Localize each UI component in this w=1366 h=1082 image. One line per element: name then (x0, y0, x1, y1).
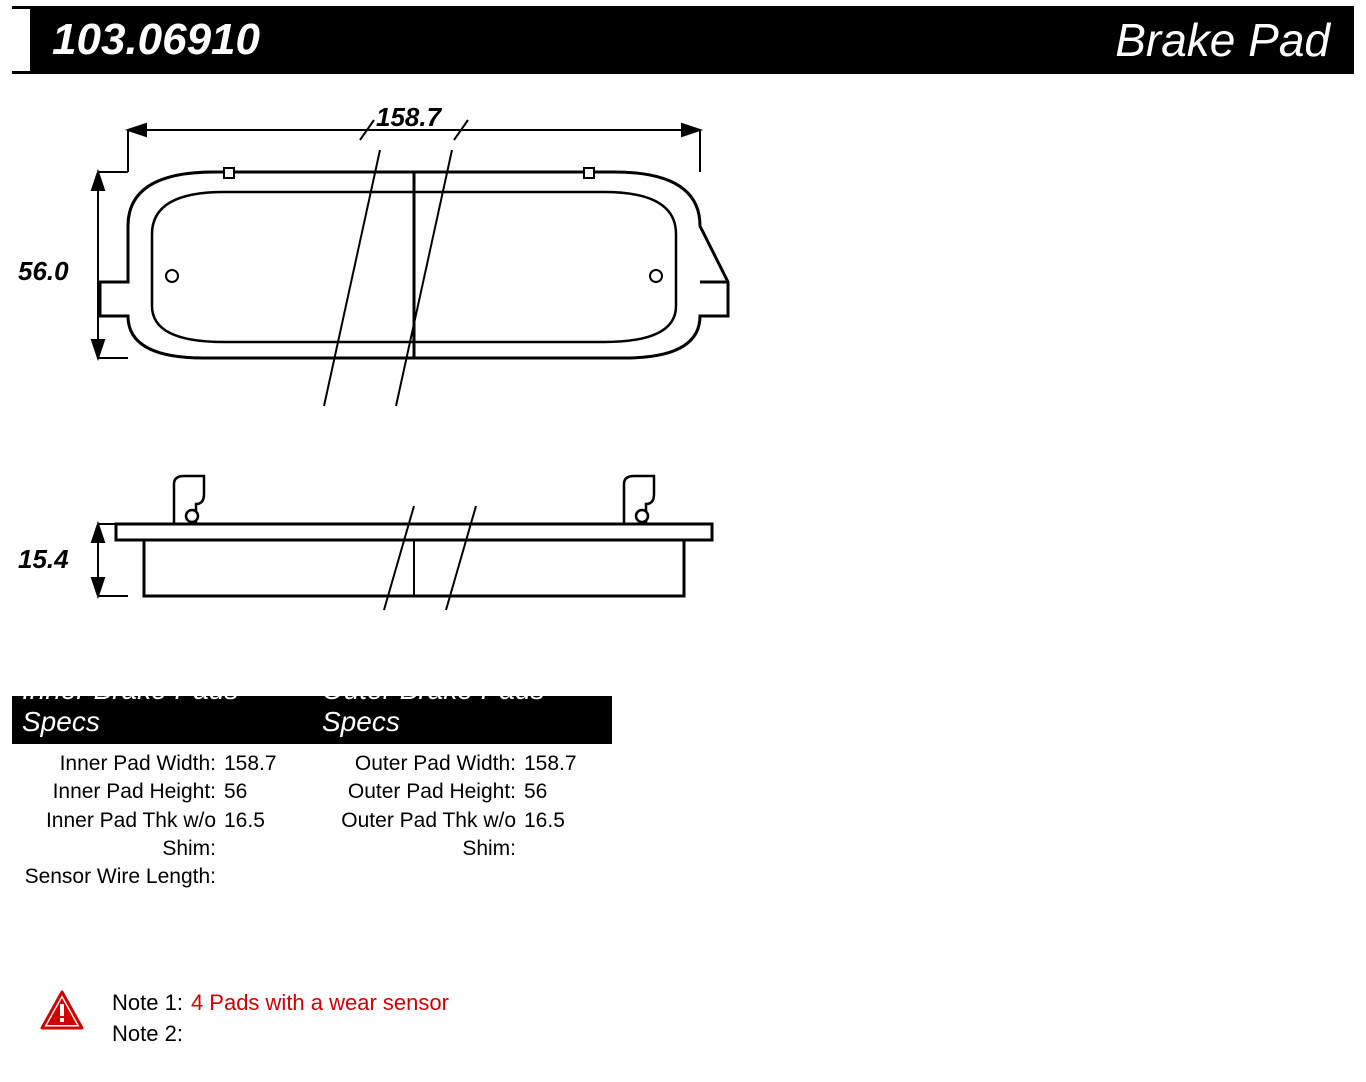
spec-label: Outer Pad Thk w/o Shim: (312, 807, 522, 864)
spec-row: Outer Pad Width: 158.7 (312, 750, 612, 778)
note-2-label: Note 2: (112, 1019, 183, 1050)
header-bar: 103.06910 Brake Pad (12, 6, 1354, 74)
spec-value: 158.7 (522, 750, 577, 778)
spec-value (222, 863, 224, 891)
spec-header-bar: Inner Brake Pads Specs Outer Brake Pads … (12, 696, 612, 744)
note-2: Note 2: (112, 1019, 449, 1050)
warning-icon (40, 990, 84, 1036)
outer-spec-col: Outer Pad Width: 158.7 Outer Pad Height:… (312, 750, 612, 892)
inner-specs-header: Inner Brake Pads Specs (12, 674, 312, 742)
brake-pad-diagram (24, 106, 784, 646)
spec-value: 16.5 (222, 807, 265, 864)
spec-label: Outer Pad Height: (312, 778, 522, 806)
spec-value: 158.7 (222, 750, 277, 778)
outer-specs-header: Outer Brake Pads Specs (312, 674, 612, 742)
spec-label: Inner Pad Width: (12, 750, 222, 778)
page-title: Brake Pad (1115, 13, 1354, 67)
notes-text: Note 1: 4 Pads with a wear sensor Note 2… (112, 988, 449, 1050)
spec-value: 56 (222, 778, 247, 806)
diagram-zone: 158.7 56.0 15.4 (24, 106, 784, 646)
spec-value: 16.5 (522, 807, 565, 864)
spec-table: Inner Pad Width: 158.7 Inner Pad Height:… (12, 750, 1354, 892)
spec-row: Outer Pad Height: 56 (312, 778, 612, 806)
note-1-label: Note 1: (112, 988, 183, 1019)
notes-zone: Note 1: 4 Pads with a wear sensor Note 2… (40, 988, 449, 1050)
note-1-value: 4 Pads with a wear sensor (191, 988, 449, 1019)
spec-row: Inner Pad Width: 158.7 (12, 750, 312, 778)
spec-label: Outer Pad Width: (312, 750, 522, 778)
spec-label: Inner Pad Thk w/o Shim: (12, 807, 222, 864)
spec-row: Inner Pad Height: 56 (12, 778, 312, 806)
spec-row: Inner Pad Thk w/o Shim: 16.5 (12, 807, 312, 864)
inner-spec-col: Inner Pad Width: 158.7 Inner Pad Height:… (12, 750, 312, 892)
spec-row: Outer Pad Thk w/o Shim: 16.5 (312, 807, 612, 864)
part-number: 103.06910 (12, 9, 282, 71)
spec-value: 56 (522, 778, 547, 806)
page: 103.06910 Brake Pad 158.7 56.0 15.4 (0, 6, 1366, 1082)
note-1: Note 1: 4 Pads with a wear sensor (112, 988, 449, 1019)
spec-row: Sensor Wire Length: (12, 863, 312, 891)
spec-label: Inner Pad Height: (12, 778, 222, 806)
spec-label: Sensor Wire Length: (12, 863, 222, 891)
